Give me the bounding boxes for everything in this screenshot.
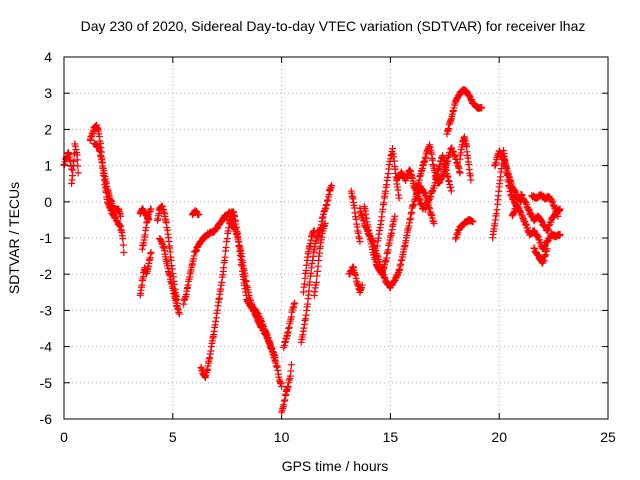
x-axis-ticks: 0 5 10 15 20 25	[60, 57, 616, 445]
data-point	[145, 216, 153, 224]
data-point	[447, 187, 455, 195]
x-tick-label: 20	[491, 429, 507, 445]
track-10	[188, 206, 203, 219]
track-4	[136, 248, 155, 299]
y-tick-label: 0	[44, 194, 52, 210]
data-point	[430, 220, 438, 228]
data-point	[287, 367, 295, 375]
track-34	[530, 244, 551, 267]
x-tick-label: 10	[274, 429, 290, 445]
grid-lines	[64, 57, 608, 419]
data-point	[175, 310, 183, 318]
data-point	[74, 169, 82, 177]
data-point	[117, 212, 125, 220]
track-9	[180, 208, 238, 308]
data-point	[271, 353, 279, 361]
data-point	[358, 281, 366, 289]
y-tick-label: -5	[40, 375, 53, 391]
track-32	[517, 191, 564, 235]
x-axis-label: GPS time / hours	[282, 458, 389, 474]
y-tick-label: 4	[44, 49, 52, 65]
track-0	[60, 148, 76, 173]
data-point	[312, 278, 320, 286]
data-point	[469, 218, 477, 226]
data-point	[321, 220, 329, 228]
data-point	[291, 299, 299, 307]
track-3	[90, 139, 125, 220]
x-tick-label: 15	[383, 429, 399, 445]
data-point	[147, 205, 155, 213]
track-1	[68, 140, 82, 188]
data-point	[195, 210, 203, 218]
data-point	[328, 182, 336, 190]
data-point	[287, 361, 295, 369]
track-12	[225, 216, 279, 361]
track-13	[278, 361, 295, 416]
y-tick-label: -3	[40, 302, 53, 318]
track-28	[452, 216, 477, 243]
data-point	[305, 287, 313, 295]
track-25	[421, 152, 455, 213]
track-14	[280, 299, 299, 352]
x-tick-label: 25	[600, 429, 616, 445]
track-24	[413, 141, 464, 194]
data-point	[356, 238, 364, 246]
y-axis-ticks: -6 -5 -4 -3 -2 -1 0 1 2 3 4	[40, 49, 608, 427]
y-tick-label: 3	[44, 85, 52, 101]
track-21	[360, 202, 399, 278]
y-tick-label: 1	[44, 158, 52, 174]
data-point	[119, 241, 127, 249]
chart-title: Day 230 of 2020, Sidereal Day-to-day VTE…	[81, 18, 586, 34]
x-tick-label: 5	[169, 429, 177, 445]
data-points	[60, 85, 564, 416]
track-8	[156, 235, 183, 318]
data-point	[554, 212, 562, 220]
track-27	[456, 133, 475, 184]
data-point	[310, 227, 318, 235]
plot-frame	[63, 56, 609, 420]
data-point	[395, 194, 403, 202]
track-16	[299, 227, 318, 296]
track-19	[347, 187, 364, 246]
y-tick-label: -4	[40, 339, 53, 355]
track-18	[345, 263, 366, 297]
y-tick-label: 2	[44, 121, 52, 137]
track-22	[373, 145, 403, 250]
data-point	[68, 165, 76, 173]
x-tick-label: 0	[60, 429, 68, 445]
data-point	[391, 212, 399, 220]
y-tick-label: -1	[40, 230, 53, 246]
track-31	[508, 201, 564, 253]
data-point	[120, 248, 128, 256]
track-26	[443, 85, 486, 138]
data-point	[74, 162, 82, 170]
y-axis-label: SDTVAR / TECUs	[6, 182, 22, 294]
data-point	[147, 248, 155, 256]
data-point	[221, 253, 229, 261]
y-tick-label: -6	[40, 411, 53, 427]
data-point	[478, 104, 486, 112]
track-33	[528, 191, 562, 220]
data-point	[456, 169, 464, 177]
track-17	[310, 220, 329, 300]
data-point	[73, 156, 81, 164]
data-point	[556, 230, 564, 238]
data-point	[119, 235, 127, 243]
data-point	[70, 157, 78, 165]
data-point	[278, 382, 286, 390]
track-6	[136, 205, 153, 224]
y-tick-label: -2	[40, 266, 53, 282]
data-point	[543, 245, 551, 253]
data-point	[467, 176, 475, 184]
